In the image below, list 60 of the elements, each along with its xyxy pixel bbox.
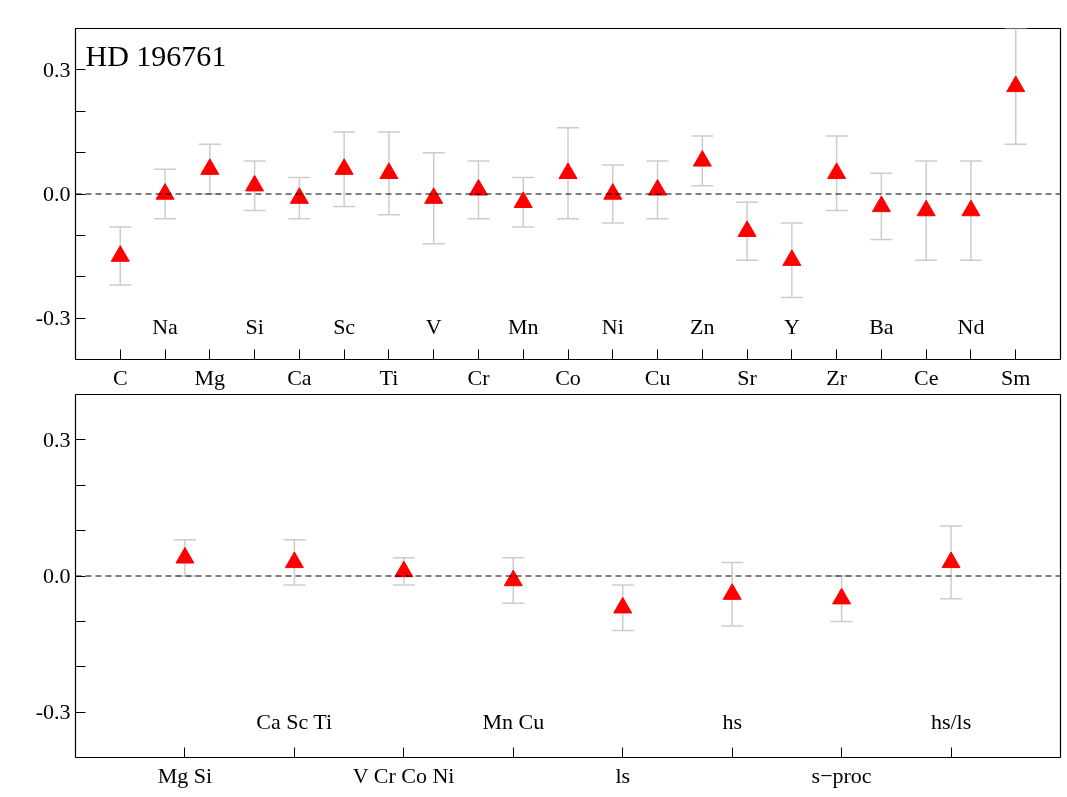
point bbox=[1006, 75, 1026, 93]
x-tick-label: Y bbox=[783, 313, 800, 339]
point bbox=[916, 199, 936, 217]
point bbox=[782, 249, 802, 266]
point bbox=[737, 220, 757, 237]
y-tick-label: 0.0 bbox=[43, 181, 71, 206]
x-tick-label: hs/ls bbox=[930, 708, 972, 734]
x-tick-label: V bbox=[425, 313, 442, 339]
point bbox=[334, 158, 354, 175]
x-tick-label: Ba bbox=[869, 313, 894, 339]
x-tick-label: V Cr Co Ni bbox=[352, 762, 455, 788]
chart-title: HD 196761 bbox=[85, 38, 227, 72]
x-tick-label: hs bbox=[722, 708, 742, 734]
point bbox=[284, 551, 304, 569]
point bbox=[110, 245, 130, 262]
y-tick-label: 0.3 bbox=[43, 426, 71, 452]
y-tick-label: -0.3 bbox=[35, 699, 71, 725]
x-tick-label: Mg Si bbox=[157, 762, 213, 788]
point bbox=[503, 569, 523, 587]
x-tick-label: Co bbox=[555, 364, 581, 390]
point bbox=[722, 583, 742, 600]
point bbox=[289, 187, 309, 204]
point bbox=[558, 162, 578, 180]
x-tick-label: Mn bbox=[507, 313, 539, 339]
point bbox=[513, 191, 533, 208]
point bbox=[692, 150, 712, 167]
x-tick-label: Ca Sc Ti bbox=[256, 708, 333, 734]
point bbox=[245, 174, 265, 192]
x-tick-label: Sm bbox=[1001, 364, 1031, 390]
x-tick-label: Mn Cu bbox=[482, 708, 545, 734]
x-tick-label: Cr bbox=[467, 364, 491, 390]
x-tick-label: Ca bbox=[287, 364, 312, 390]
y-tick-label: 0.3 bbox=[43, 56, 71, 82]
point bbox=[379, 162, 399, 180]
x-tick-label: Si bbox=[245, 313, 264, 339]
point bbox=[613, 596, 633, 614]
x-tick-label: Ti bbox=[379, 364, 399, 390]
x-tick-label: C bbox=[112, 364, 128, 390]
point bbox=[424, 187, 444, 204]
x-tick-label: Zr bbox=[826, 364, 848, 390]
x-tick-label: Sr bbox=[737, 364, 758, 390]
point bbox=[941, 551, 961, 569]
x-tick-label: Zn bbox=[690, 313, 715, 339]
x-tick-label: Cu bbox=[644, 364, 671, 390]
x-tick-label: Nd bbox=[957, 313, 985, 339]
x-tick-label: Sc bbox=[333, 313, 356, 339]
x-tick-label: ls bbox=[615, 762, 631, 788]
point bbox=[200, 158, 220, 175]
x-tick-label: Na bbox=[152, 313, 179, 339]
point bbox=[961, 199, 981, 217]
point bbox=[827, 162, 847, 180]
x-tick-label: Ce bbox=[913, 364, 939, 390]
point bbox=[832, 587, 852, 605]
point bbox=[871, 195, 891, 213]
y-tick-label: 0.0 bbox=[43, 563, 71, 588]
x-tick-label: Ni bbox=[601, 313, 624, 339]
x-tick-label: s−proc bbox=[811, 762, 872, 788]
x-tick-label: Mg bbox=[194, 364, 226, 390]
point bbox=[175, 546, 195, 564]
y-tick-label: -0.3 bbox=[35, 305, 71, 331]
